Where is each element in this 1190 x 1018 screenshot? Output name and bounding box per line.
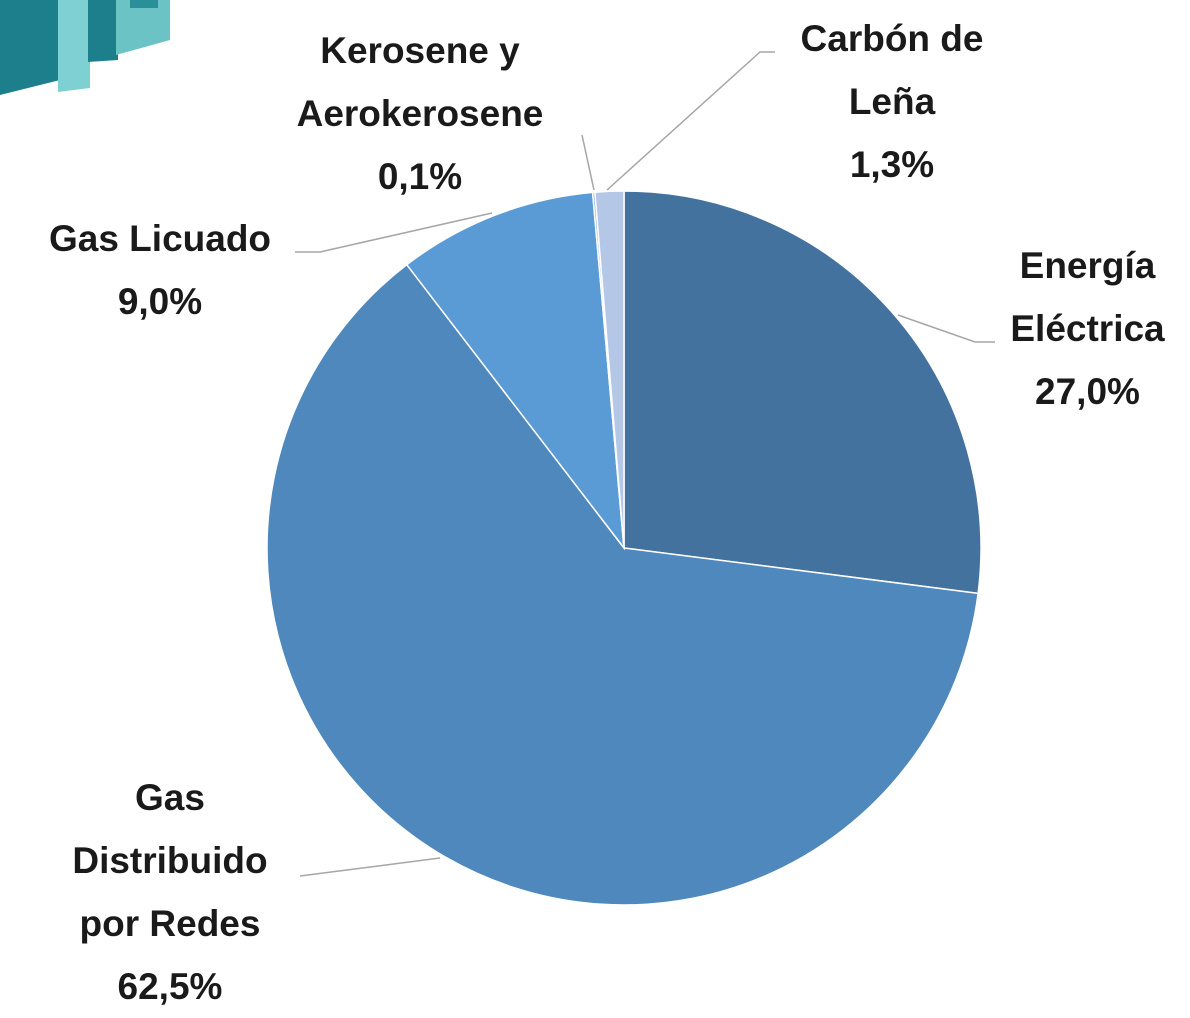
decoration-block bbox=[88, 0, 118, 62]
leader-line bbox=[897, 314, 995, 343]
leader-line bbox=[299, 857, 441, 877]
category-label: Carbón de Leña bbox=[800, 18, 984, 122]
data-label: Gas Distribuido por Redes 62,5% bbox=[45, 766, 295, 1018]
pie-slice bbox=[405, 191, 625, 551]
data-label: Gas Licuado 9,0% bbox=[10, 207, 310, 333]
value-label: 0,1% bbox=[377, 156, 463, 197]
leader-line bbox=[606, 51, 775, 191]
category-label: Gas Licuado bbox=[48, 218, 272, 259]
category-label: Energía Eléctrica bbox=[1010, 245, 1165, 349]
data-label: Carbón de Leña 1,3% bbox=[772, 7, 1012, 196]
value-label: 9,0% bbox=[117, 281, 203, 322]
decoration-block bbox=[130, 0, 158, 8]
decoration-block bbox=[0, 0, 60, 95]
leader-line bbox=[581, 134, 595, 191]
data-label: Kerosene y Aerokerosene 0,1% bbox=[260, 19, 580, 208]
pie-slice bbox=[594, 190, 625, 549]
leader-line bbox=[295, 212, 493, 253]
pie-slice bbox=[266, 263, 979, 906]
decoration-block bbox=[116, 0, 170, 55]
data-label: Energía Eléctrica 27,0% bbox=[985, 234, 1190, 423]
value-label: 62,5% bbox=[117, 966, 223, 1007]
decoration bbox=[0, 0, 170, 95]
decoration-block bbox=[58, 0, 90, 92]
value-label: 27,0% bbox=[1035, 371, 1140, 412]
value-label: 1,3% bbox=[849, 144, 935, 185]
category-label: Gas Distribuido por Redes bbox=[72, 777, 268, 944]
pie-slice bbox=[623, 190, 982, 595]
category-label: Kerosene y Aerokerosene bbox=[296, 30, 544, 134]
